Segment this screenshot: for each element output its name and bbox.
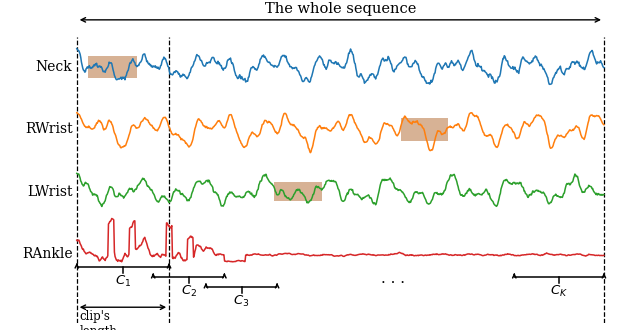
Text: $C_2$: $C_2$ xyxy=(180,284,197,299)
Bar xyxy=(88,56,137,78)
Text: The whole sequence: The whole sequence xyxy=(265,2,416,16)
Text: LWrist: LWrist xyxy=(27,184,72,199)
Bar xyxy=(274,182,322,201)
Text: Neck: Neck xyxy=(36,60,72,74)
Text: clip's
length: clip's length xyxy=(80,310,117,330)
Text: $C_3$: $C_3$ xyxy=(234,294,250,310)
Bar xyxy=(401,118,449,141)
Text: . . .: . . . xyxy=(381,272,405,285)
Text: $C_1$: $C_1$ xyxy=(115,274,131,289)
Text: RAnkle: RAnkle xyxy=(22,247,72,261)
Text: $C_K$: $C_K$ xyxy=(550,284,568,299)
Text: RWrist: RWrist xyxy=(25,122,72,136)
